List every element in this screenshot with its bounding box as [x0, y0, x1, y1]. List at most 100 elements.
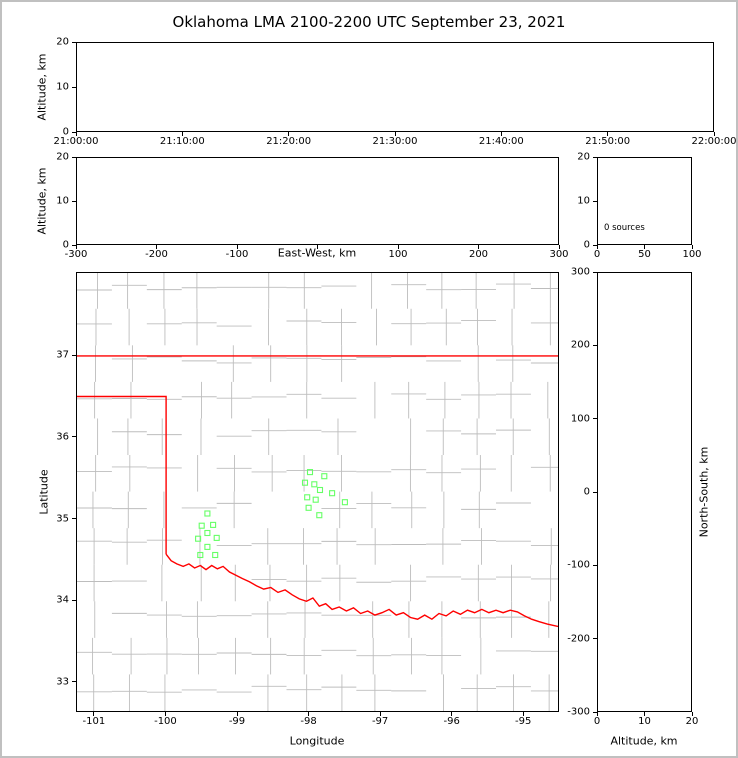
- tick-mark: [644, 245, 645, 249]
- tick-mark: [593, 418, 597, 420]
- tick-label: 200: [570, 339, 590, 351]
- oklahoma-map-canvas: [77, 273, 558, 711]
- tick-label: 36: [56, 431, 69, 443]
- time-panel-ylabel: Altitude, km: [35, 53, 49, 121]
- ew-panel-ylabel: Altitude, km: [35, 167, 49, 235]
- tick-label: 10: [577, 195, 590, 207]
- tick-label: -200: [567, 633, 590, 645]
- tick-label: 20: [56, 151, 69, 163]
- tick-mark: [72, 244, 76, 246]
- tick-label: 37: [56, 349, 69, 361]
- tick-mark: [593, 271, 597, 273]
- tick-label: 21:10:00: [159, 136, 205, 147]
- tick-mark: [72, 518, 76, 520]
- tick-label: -200: [145, 249, 168, 260]
- county-lines: [77, 273, 558, 711]
- station-markers: [195, 469, 348, 559]
- tick-label: 20: [577, 151, 590, 163]
- tick-mark: [593, 344, 597, 346]
- ns-panel-ylabel: North-South, km: [697, 446, 711, 538]
- tick-mark: [72, 599, 76, 601]
- tick-label: 100: [570, 413, 590, 425]
- tick-label: 34: [56, 594, 69, 606]
- tick-mark: [593, 244, 597, 246]
- tick-label: 100: [388, 249, 408, 260]
- tick-label: 50: [638, 249, 651, 260]
- tick-label: 35: [56, 513, 69, 525]
- tick-label: 300: [549, 249, 569, 260]
- tick-mark: [72, 200, 76, 202]
- tick-mark: [308, 712, 310, 716]
- tick-mark: [713, 132, 715, 136]
- ns-panel-xlabel: Altitude, km: [610, 734, 678, 748]
- tick-label: 0: [593, 249, 601, 260]
- tick-mark: [451, 712, 453, 716]
- tick-mark: [156, 245, 157, 249]
- map-panel-xlabel: Longitude: [289, 734, 345, 748]
- tick-label: -100: [225, 249, 249, 260]
- tick-mark: [644, 712, 645, 716]
- tick-mark: [691, 245, 693, 249]
- tick-mark: [394, 132, 396, 136]
- tick-mark: [596, 245, 598, 249]
- tick-label: -300: [567, 706, 590, 718]
- tick-label: -97: [371, 716, 389, 727]
- tick-label: 100: [682, 249, 702, 260]
- tick-label: -98: [300, 716, 317, 727]
- tick-label: 0: [583, 239, 590, 251]
- tick-label: 33: [56, 676, 69, 688]
- tick-label: 20: [56, 36, 69, 48]
- tick-mark: [593, 491, 597, 493]
- tick-mark: [75, 245, 77, 249]
- tick-label: 0: [62, 126, 69, 138]
- time-height-panel: [76, 42, 714, 132]
- tick-mark: [75, 132, 77, 136]
- ew-panel-xlabel: East-West, km: [277, 246, 357, 260]
- tick-mark: [593, 711, 597, 713]
- page-title: Oklahoma LMA 2100-2200 UTC September 23,…: [172, 13, 566, 31]
- tick-mark: [236, 245, 238, 249]
- tick-mark: [72, 436, 76, 438]
- source-count-panel: 0 sources: [597, 157, 692, 245]
- tick-label: -99: [228, 716, 246, 727]
- map-panel-ylabel: Latitude: [37, 469, 51, 515]
- state-border-lines: [77, 355, 558, 628]
- tick-label: 300: [570, 266, 590, 278]
- tick-mark: [72, 86, 76, 88]
- tick-mark: [593, 200, 597, 202]
- tick-label: 10: [56, 195, 69, 207]
- tick-label: 10: [56, 81, 69, 93]
- tick-mark: [558, 245, 560, 249]
- tick-mark: [500, 132, 502, 136]
- tick-mark: [522, 712, 524, 716]
- tick-mark: [607, 132, 609, 136]
- tick-mark: [397, 245, 399, 249]
- tick-mark: [181, 132, 183, 136]
- tick-label: 21:00:00: [53, 136, 99, 147]
- tick-mark: [593, 638, 597, 640]
- tick-label: 10: [638, 716, 651, 727]
- tick-label: -95: [515, 716, 532, 727]
- tick-label: 200: [468, 249, 489, 260]
- tick-label: -100: [567, 559, 590, 571]
- tick-label: -101: [82, 716, 106, 727]
- tick-mark: [72, 131, 76, 133]
- tick-label: -96: [443, 716, 460, 727]
- tick-mark: [593, 156, 597, 158]
- plan-view-map-panel: [76, 272, 559, 712]
- histogram-annotation: 0 sources: [604, 223, 645, 233]
- tick-label: 0: [62, 239, 69, 251]
- tick-label: 21:50:00: [585, 136, 631, 147]
- tick-mark: [93, 712, 95, 716]
- tick-mark: [164, 712, 166, 716]
- tick-label: -300: [64, 249, 88, 260]
- tick-mark: [72, 156, 76, 158]
- tick-label: 0: [583, 486, 590, 498]
- tick-label: 22:00:00: [691, 136, 737, 147]
- tick-label: -100: [154, 716, 177, 727]
- tick-mark: [593, 564, 597, 566]
- tick-mark: [72, 41, 76, 43]
- tick-mark: [236, 712, 238, 716]
- tick-mark: [288, 132, 290, 136]
